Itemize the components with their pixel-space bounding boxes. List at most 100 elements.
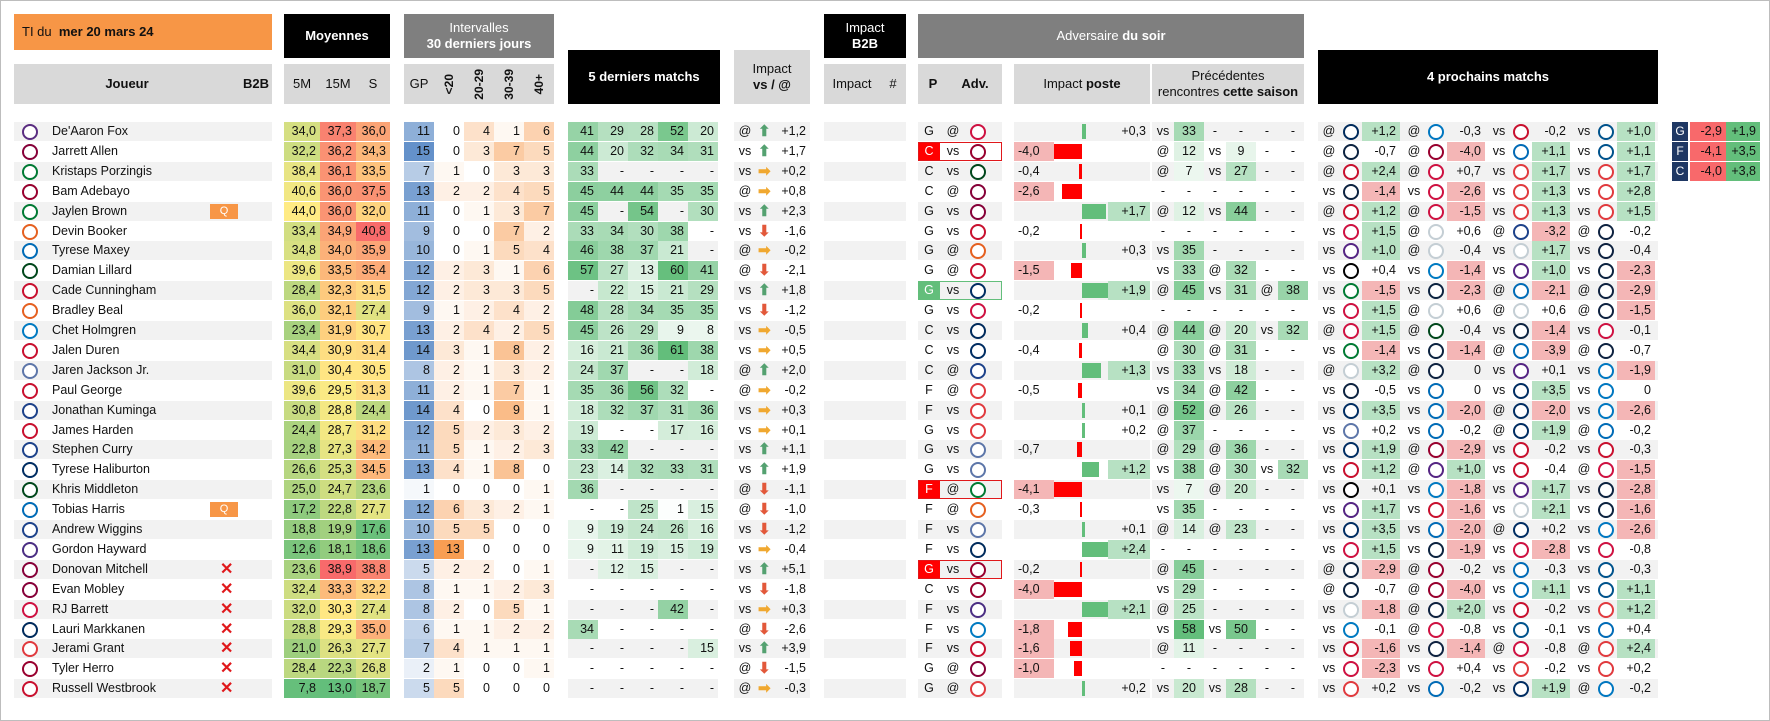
player-name[interactable]: Jerami Grant (52, 641, 125, 655)
opponent-logo-icon[interactable] (970, 661, 986, 677)
opponent-logo-icon[interactable] (970, 383, 986, 399)
next-opponent-logo-icon[interactable] (1428, 661, 1444, 677)
player-name[interactable]: Tyler Herro (52, 661, 114, 675)
next-opponent-logo-icon[interactable] (1343, 323, 1359, 339)
opponent-logo-icon[interactable] (970, 363, 986, 379)
opponent-logo-icon[interactable] (970, 323, 986, 339)
opponent-logo-icon[interactable] (970, 303, 986, 319)
next-opponent-logo-icon[interactable] (1513, 482, 1529, 498)
opponent-logo-icon[interactable] (970, 602, 986, 618)
next-opponent-logo-icon[interactable] (1343, 542, 1359, 558)
next-opponent-logo-icon[interactable] (1343, 582, 1359, 598)
next-opponent-logo-icon[interactable] (1513, 542, 1529, 558)
next-opponent-logo-icon[interactable] (1343, 383, 1359, 399)
next-opponent-logo-icon[interactable] (1598, 622, 1614, 638)
next-opponent-logo-icon[interactable] (1428, 582, 1444, 598)
next-opponent-logo-icon[interactable] (1513, 263, 1529, 279)
next-opponent-logo-icon[interactable] (1598, 263, 1614, 279)
opponent-logo-icon[interactable] (970, 582, 986, 598)
player-name[interactable]: Cade Cunningham (52, 283, 157, 297)
next-opponent-logo-icon[interactable] (1598, 681, 1614, 697)
next-opponent-logo-icon[interactable] (1513, 681, 1529, 697)
next-opponent-logo-icon[interactable] (1343, 184, 1359, 200)
next-opponent-logo-icon[interactable] (1598, 224, 1614, 240)
next-opponent-logo-icon[interactable] (1598, 323, 1614, 339)
opponent-logo-icon[interactable] (970, 502, 986, 518)
next-opponent-logo-icon[interactable] (1343, 144, 1359, 160)
player-name[interactable]: De'Aaron Fox (52, 124, 129, 138)
next-opponent-logo-icon[interactable] (1598, 124, 1614, 140)
next-opponent-logo-icon[interactable] (1513, 224, 1529, 240)
next-opponent-logo-icon[interactable] (1428, 243, 1444, 259)
player-name[interactable]: Kristaps Porzingis (52, 164, 153, 178)
next-opponent-logo-icon[interactable] (1343, 403, 1359, 419)
next-opponent-logo-icon[interactable] (1343, 641, 1359, 657)
opponent-logo-icon[interactable] (970, 283, 986, 299)
next-opponent-logo-icon[interactable] (1428, 442, 1444, 458)
opponent-logo-icon[interactable] (970, 542, 986, 558)
next-opponent-logo-icon[interactable] (1428, 144, 1444, 160)
next-opponent-logo-icon[interactable] (1343, 522, 1359, 538)
next-opponent-logo-icon[interactable] (1598, 403, 1614, 419)
next-opponent-logo-icon[interactable] (1513, 144, 1529, 160)
next-opponent-logo-icon[interactable] (1513, 403, 1529, 419)
opponent-logo-icon[interactable] (970, 243, 986, 259)
next-opponent-logo-icon[interactable] (1513, 622, 1529, 638)
next-opponent-logo-icon[interactable] (1513, 243, 1529, 259)
next-opponent-logo-icon[interactable] (1428, 283, 1444, 299)
next-opponent-logo-icon[interactable] (1513, 602, 1529, 618)
next-opponent-logo-icon[interactable] (1513, 323, 1529, 339)
next-opponent-logo-icon[interactable] (1428, 323, 1444, 339)
next-opponent-logo-icon[interactable] (1513, 164, 1529, 180)
next-opponent-logo-icon[interactable] (1343, 562, 1359, 578)
opponent-logo-icon[interactable] (970, 343, 986, 359)
next-opponent-logo-icon[interactable] (1428, 502, 1444, 518)
next-opponent-logo-icon[interactable] (1343, 303, 1359, 319)
next-opponent-logo-icon[interactable] (1598, 363, 1614, 379)
next-opponent-logo-icon[interactable] (1343, 622, 1359, 638)
next-opponent-logo-icon[interactable] (1513, 383, 1529, 399)
player-name[interactable]: RJ Barrett (52, 602, 109, 616)
next-opponent-logo-icon[interactable] (1513, 641, 1529, 657)
next-opponent-logo-icon[interactable] (1598, 164, 1614, 180)
next-opponent-logo-icon[interactable] (1428, 204, 1444, 220)
opponent-logo-icon[interactable] (970, 184, 986, 200)
player-name[interactable]: Tobias Harris (52, 502, 125, 516)
next-opponent-logo-icon[interactable] (1598, 582, 1614, 598)
opponent-logo-icon[interactable] (970, 164, 986, 180)
player-name[interactable]: Tyrese Maxey (52, 243, 130, 257)
next-opponent-logo-icon[interactable] (1343, 462, 1359, 478)
next-opponent-logo-icon[interactable] (1513, 562, 1529, 578)
next-opponent-logo-icon[interactable] (1428, 363, 1444, 379)
next-opponent-logo-icon[interactable] (1343, 482, 1359, 498)
next-opponent-logo-icon[interactable] (1598, 383, 1614, 399)
next-opponent-logo-icon[interactable] (1513, 423, 1529, 439)
next-opponent-logo-icon[interactable] (1343, 442, 1359, 458)
next-opponent-logo-icon[interactable] (1428, 164, 1444, 180)
player-name[interactable]: Jonathan Kuminga (52, 403, 157, 417)
next-opponent-logo-icon[interactable] (1598, 303, 1614, 319)
next-opponent-logo-icon[interactable] (1513, 184, 1529, 200)
next-opponent-logo-icon[interactable] (1428, 462, 1444, 478)
opponent-logo-icon[interactable] (970, 442, 986, 458)
opponent-logo-icon[interactable] (970, 224, 986, 240)
next-opponent-logo-icon[interactable] (1513, 522, 1529, 538)
next-opponent-logo-icon[interactable] (1428, 224, 1444, 240)
player-name[interactable]: Russell Westbrook (52, 681, 156, 695)
next-opponent-logo-icon[interactable] (1513, 661, 1529, 677)
next-opponent-logo-icon[interactable] (1513, 283, 1529, 299)
next-opponent-logo-icon[interactable] (1428, 562, 1444, 578)
player-name[interactable]: Khris Middleton (52, 482, 139, 496)
next-opponent-logo-icon[interactable] (1428, 542, 1444, 558)
next-opponent-logo-icon[interactable] (1428, 602, 1444, 618)
next-opponent-logo-icon[interactable] (1598, 343, 1614, 359)
next-opponent-logo-icon[interactable] (1513, 582, 1529, 598)
next-opponent-logo-icon[interactable] (1343, 164, 1359, 180)
player-name[interactable]: Jaren Jackson Jr. (52, 363, 150, 377)
next-opponent-logo-icon[interactable] (1428, 124, 1444, 140)
player-name[interactable]: Andrew Wiggins (52, 522, 143, 536)
next-opponent-logo-icon[interactable] (1428, 303, 1444, 319)
player-name[interactable]: Evan Mobley (52, 582, 125, 596)
next-opponent-logo-icon[interactable] (1343, 602, 1359, 618)
next-opponent-logo-icon[interactable] (1513, 124, 1529, 140)
